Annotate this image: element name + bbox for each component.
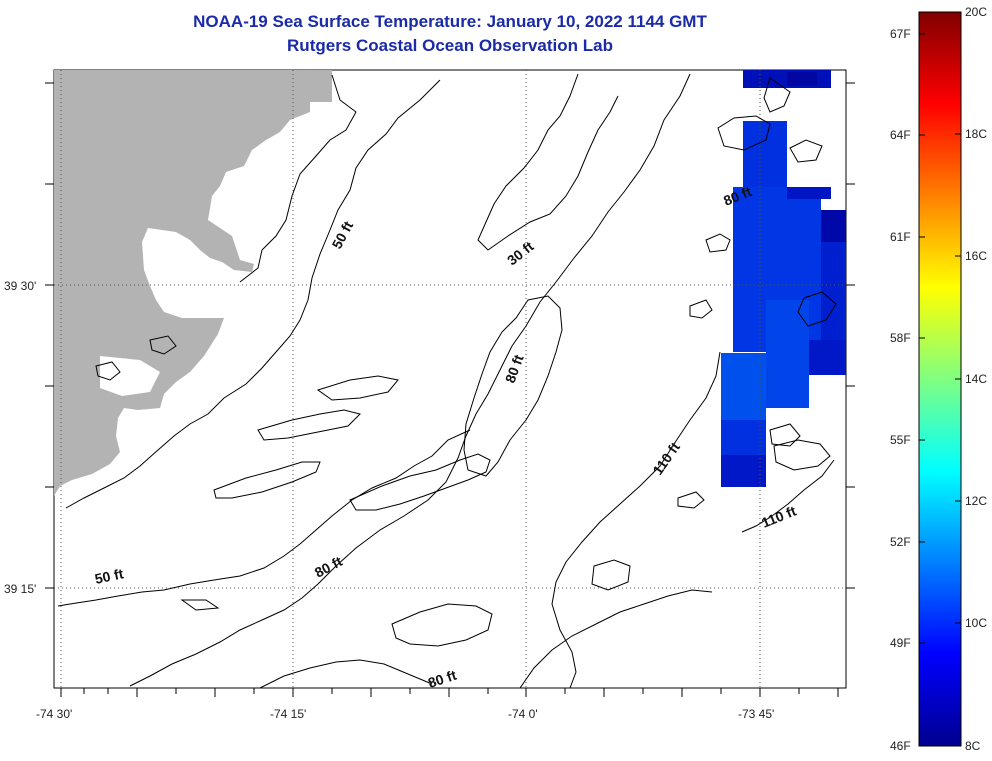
colorbar-f-label: 46F [890,739,911,753]
colorbar-c-label: 18C [965,127,987,141]
lat-label: 39 15' [4,582,36,596]
lon-label: -74 30' [36,707,72,721]
colorbar-f-label: 52F [890,535,911,549]
contour-loop-l [677,491,705,509]
contour-80ft-inner [463,295,563,477]
colorbar-c-labels: 20C 18C 16C 14C 12C 10C 8C [965,5,987,753]
contour-loop-e [773,439,831,471]
contour-loop-j [705,233,731,253]
sst-data-patch [721,70,846,487]
frame-ticks [45,82,855,697]
colorbar-c-label: 14C [965,372,987,386]
colorbar-f-label: 55F [890,433,911,447]
land-marsh [230,190,274,226]
contour-coast-50 [239,74,357,283]
bathymetry-contours [57,73,837,688]
contour-80ft-bottom [259,659,433,688]
colorbar-f-label: 64F [890,128,911,142]
lon-label: -74 0' [508,707,538,721]
contour-loop-p [769,423,801,447]
contour-loop-r [149,335,177,355]
colorbar [918,11,962,747]
lon-label: -73 45' [738,707,774,721]
contour-loop-d [591,559,631,591]
colorbar-f-label: 49F [890,636,911,650]
contour-loop-k [689,299,713,319]
contour-loop-i [789,139,823,163]
contour-110ft [551,351,721,688]
contour-80ft-west [57,429,471,607]
colorbar-c-label: 10C [965,616,987,630]
colorbar-f-labels: 67F 64F 61F 58F 55F 52F 49F 46F [890,27,911,753]
contour-loop-m [180,599,220,611]
land-island [96,330,142,356]
contour-110ft-east [741,459,835,533]
colorbar-f-label: 58F [890,331,911,345]
contour-loop-f [257,409,361,441]
colorbar-c-label: 16C [965,249,987,263]
depth-label: 50 ft [93,565,125,587]
colorbar-f-label: 61F [890,230,911,244]
colorbar-c-label: 12C [965,494,987,508]
contour-50ft [65,79,441,509]
contour-loop-b [213,461,321,499]
contour-loop-h [717,115,771,151]
map-title: NOAA-19 Sea Surface Temperature: January… [193,12,707,31]
contour-loop-c [391,603,493,647]
graticule [54,70,846,688]
lat-label: 39 30' [4,279,36,293]
contour-loop-a [349,453,491,511]
contour-30ft [477,73,619,251]
lon-label: -74 15' [270,707,306,721]
colorbar-ticks [919,33,961,644]
contour-loop-n [763,77,791,113]
contour-80ft-mid [129,73,691,687]
depth-label: 80 ft [426,667,459,691]
colorbar-c-label: 20C [965,5,987,19]
contour-80ft-south [519,589,713,688]
contour-loop-g [316,375,399,401]
contour-loop-o [797,291,837,327]
colorbar-f-label: 67F [890,27,911,41]
contour-loop-q [95,361,121,381]
colorbar-c-label: 8C [965,739,981,753]
map-subtitle: Rutgers Coastal Ocean Observation Lab [287,36,613,55]
